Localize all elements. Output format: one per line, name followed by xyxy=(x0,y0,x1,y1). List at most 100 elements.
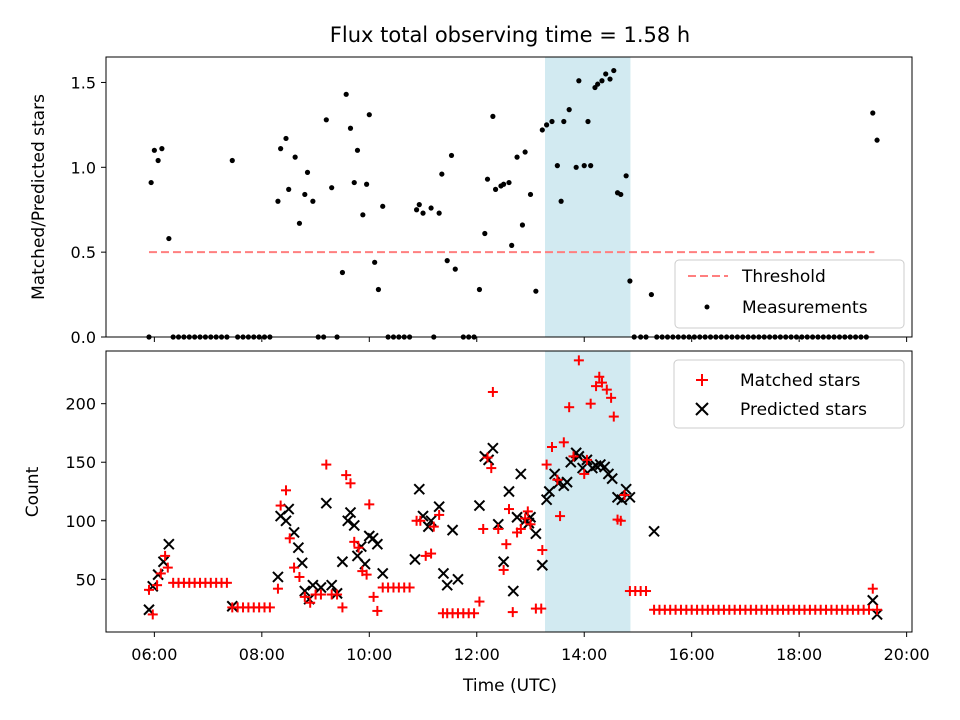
measurement-point xyxy=(286,186,292,192)
legend-matched-label: Matched stars xyxy=(740,371,860,391)
top-panel: 0.0 0.5 1.0 1.5 Matched/Predicted stars Thr… xyxy=(29,56,913,347)
matched-star-point xyxy=(305,597,316,608)
predicted-star-point xyxy=(487,442,499,454)
measurement-point xyxy=(595,81,601,87)
matched-star-point xyxy=(160,550,171,561)
matched-star-point xyxy=(641,586,652,597)
x-tick-label: 10:00 xyxy=(346,645,392,664)
measurement-point xyxy=(275,198,281,204)
predicted-star-point xyxy=(325,579,338,591)
matched-star-point xyxy=(498,564,509,575)
bottom-y-ticks: 50 100 150 200 xyxy=(65,395,106,589)
measurement-point xyxy=(439,171,445,177)
bottom-y-tick-label: 100 xyxy=(65,512,96,531)
matched-star-point xyxy=(564,402,575,413)
predicted-star-point xyxy=(344,506,357,519)
predicted-star-point xyxy=(367,532,379,545)
measurement-point xyxy=(588,163,594,169)
bottom-panel: 06:00 08:00 10:00 12:00 14:00 16:00 18:00 20:00… xyxy=(23,350,930,696)
matched-star-point xyxy=(404,582,415,593)
matched-star-point xyxy=(264,602,275,613)
matched-star-point xyxy=(337,602,348,613)
matched-star-point xyxy=(555,511,566,522)
measurement-point xyxy=(310,198,316,204)
x-tick-label: 16:00 xyxy=(669,645,715,664)
measurement-point xyxy=(544,122,550,128)
predicted-star-point xyxy=(371,538,384,550)
measurement-point xyxy=(566,107,572,113)
predicted-star-point xyxy=(441,579,453,591)
top-legend-box xyxy=(674,259,905,329)
matched-star-point xyxy=(486,463,497,474)
measurement-point xyxy=(366,112,372,118)
matched-star-point xyxy=(281,485,292,496)
top-y-ticks: 0.0 0.5 1.0 1.5 xyxy=(71,73,106,347)
measurement-point xyxy=(519,222,526,228)
measurement-point xyxy=(428,205,434,211)
measurement-point xyxy=(413,207,420,213)
predicted-star-point xyxy=(446,524,459,536)
measurement-point xyxy=(329,185,335,191)
matched-star-point xyxy=(585,398,596,409)
predicted-star-point xyxy=(292,541,305,554)
x-tick-label: 08:00 xyxy=(239,645,285,664)
bottom-y-tick-label: 150 xyxy=(65,453,96,472)
measurement-point xyxy=(380,203,386,209)
matched-star-point xyxy=(568,451,579,462)
predicted-star-point xyxy=(163,538,175,550)
predicted-star-point xyxy=(540,493,553,506)
predicted-star-point xyxy=(620,483,632,495)
matched-star-point xyxy=(364,499,375,510)
matched-star-point xyxy=(275,500,286,511)
measurement-point xyxy=(343,91,349,97)
measurement-point xyxy=(501,181,507,187)
measurement-point xyxy=(623,173,629,179)
predicted-star-point xyxy=(377,567,389,580)
measurement-point xyxy=(490,113,496,119)
measurement-point xyxy=(514,154,520,160)
matched-stars-points xyxy=(143,355,883,620)
measurement-point xyxy=(522,149,528,155)
predicted-star-point xyxy=(307,579,319,591)
x-tick-label: 18:00 xyxy=(776,645,822,664)
matched-star-point xyxy=(321,459,332,470)
matched-star-point xyxy=(522,506,533,517)
matched-star-point xyxy=(332,589,343,600)
matched-star-point xyxy=(520,513,531,524)
matched-star-point xyxy=(284,533,295,544)
measurement-point xyxy=(476,286,483,293)
measurement-point xyxy=(611,67,617,74)
predicted-star-point xyxy=(606,472,618,485)
matched-star-point xyxy=(594,371,605,382)
measurement-point xyxy=(444,258,450,264)
matched-star-point xyxy=(434,509,445,520)
measurement-point xyxy=(603,71,609,77)
matched-star-point xyxy=(552,474,563,485)
bottom-legend: Matched stars Predicted stars xyxy=(673,359,905,429)
matched-star-point xyxy=(573,355,584,366)
measurement-point xyxy=(549,118,555,125)
top-legend: Threshold Measurements xyxy=(674,259,905,329)
predicted-star-point xyxy=(530,527,542,540)
predicted-star-point xyxy=(561,476,573,488)
measurement-point xyxy=(509,242,515,248)
matched-star-point xyxy=(525,519,536,530)
matched-star-point xyxy=(368,591,379,602)
measurement-point xyxy=(347,125,354,131)
top-highlight-band xyxy=(545,57,631,337)
predicted-star-point xyxy=(507,585,520,597)
measurement-point xyxy=(339,269,346,276)
measurement-point xyxy=(599,78,605,84)
x-tick-label: 06:00 xyxy=(131,645,177,664)
legend-predicted-swatch xyxy=(695,402,709,416)
matched-star-point xyxy=(299,591,310,602)
matched-star-point xyxy=(349,536,360,547)
measurement-point xyxy=(874,137,880,143)
top-x-ticks xyxy=(153,337,908,342)
legend-predicted-label: Predicted stars xyxy=(740,400,867,420)
measurement-point xyxy=(229,157,235,164)
measurement-point xyxy=(148,179,154,186)
x-tick-label: 14:00 xyxy=(561,645,607,664)
matched-star-point xyxy=(155,568,166,579)
measurement-point xyxy=(372,259,378,265)
